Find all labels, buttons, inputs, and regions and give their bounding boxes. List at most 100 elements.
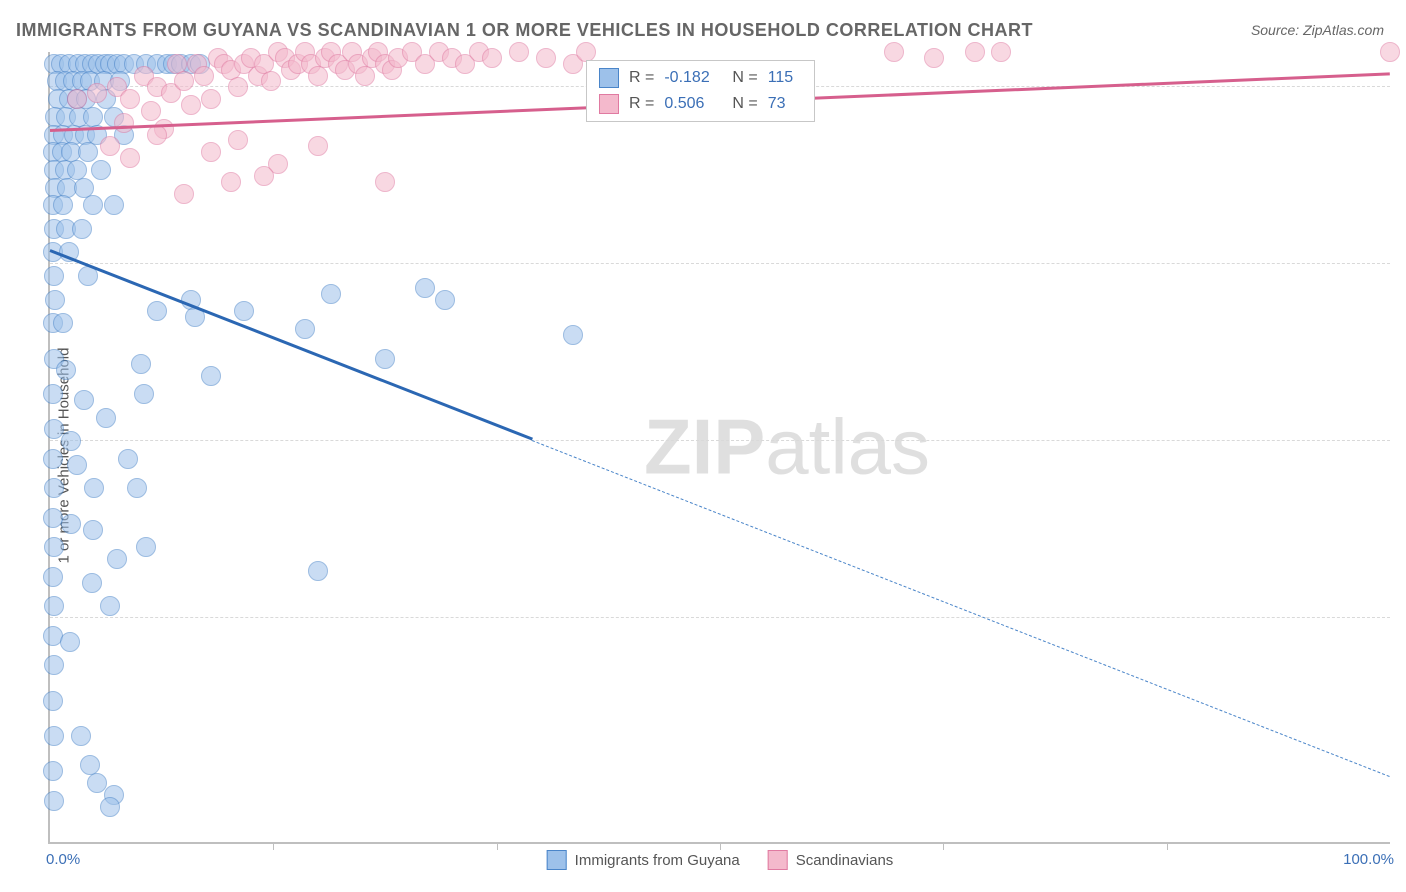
- marker-blue: [87, 773, 107, 793]
- marker-blue: [43, 449, 63, 469]
- marker-blue: [74, 390, 94, 410]
- swatch-blue-icon: [599, 68, 619, 88]
- marker-pink: [254, 166, 274, 186]
- marker-blue: [134, 384, 154, 404]
- marker-pink: [174, 71, 194, 91]
- marker-blue: [147, 301, 167, 321]
- marker-blue: [44, 266, 64, 286]
- marker-pink: [87, 83, 107, 103]
- marker-pink: [375, 172, 395, 192]
- r-label: R =: [629, 95, 654, 113]
- marker-pink: [114, 113, 134, 133]
- marker-blue: [78, 142, 98, 162]
- gridline-h: [50, 617, 1390, 618]
- marker-blue: [563, 325, 583, 345]
- marker-pink: [261, 71, 281, 91]
- swatch-blue-icon: [547, 850, 567, 870]
- watermark: ZIPatlas: [644, 402, 930, 493]
- r-label: R =: [629, 69, 654, 87]
- marker-pink: [308, 66, 328, 86]
- marker-blue: [44, 726, 64, 746]
- marker-blue: [43, 567, 63, 587]
- legend-stats: R = -0.182 N = 115 R = 0.506 N = 73: [586, 60, 815, 122]
- marker-pink: [509, 42, 529, 62]
- marker-blue: [100, 797, 120, 817]
- marker-blue: [83, 520, 103, 540]
- n-value: 73: [768, 95, 802, 113]
- marker-blue: [71, 726, 91, 746]
- marker-blue: [67, 455, 87, 475]
- marker-blue: [43, 691, 63, 711]
- y-tick-label: 85.0%: [1400, 256, 1406, 273]
- r-value: 0.506: [664, 95, 722, 113]
- marker-blue: [83, 195, 103, 215]
- marker-blue: [131, 354, 151, 374]
- marker-blue: [53, 195, 73, 215]
- marker-blue: [61, 431, 81, 451]
- trendline-blue-solid: [49, 250, 532, 441]
- marker-blue: [415, 278, 435, 298]
- marker-blue: [84, 478, 104, 498]
- n-value: 115: [768, 69, 802, 87]
- marker-pink: [221, 172, 241, 192]
- x-tick-min: 0.0%: [46, 851, 80, 868]
- legend-item-pink: Scandinavians: [768, 850, 894, 870]
- marker-blue: [107, 549, 127, 569]
- marker-blue: [72, 219, 92, 239]
- marker-blue: [44, 596, 64, 616]
- marker-pink: [100, 136, 120, 156]
- marker-pink: [965, 42, 985, 62]
- marker-pink: [355, 66, 375, 86]
- legend-stats-row-pink: R = 0.506 N = 73: [587, 91, 814, 117]
- marker-pink: [228, 130, 248, 150]
- marker-pink: [308, 136, 328, 156]
- marker-blue: [100, 596, 120, 616]
- x-tick: [943, 844, 944, 850]
- source-value: ZipAtlas.com: [1303, 22, 1384, 38]
- gridline-h: [50, 263, 1390, 264]
- watermark-bold: ZIP: [644, 403, 765, 491]
- marker-pink: [228, 77, 248, 97]
- chart-title: IMMIGRANTS FROM GUYANA VS SCANDINAVIAN 1…: [16, 20, 1033, 41]
- marker-blue: [127, 478, 147, 498]
- r-value: -0.182: [664, 69, 722, 87]
- marker-blue: [53, 313, 73, 333]
- marker-pink: [1380, 42, 1400, 62]
- marker-blue: [435, 290, 455, 310]
- marker-blue: [295, 319, 315, 339]
- marker-blue: [43, 508, 63, 528]
- marker-pink: [576, 42, 596, 62]
- marker-blue: [43, 761, 63, 781]
- x-tick: [273, 844, 274, 850]
- x-tick-max: 100.0%: [1343, 851, 1394, 868]
- marker-blue: [43, 384, 63, 404]
- x-tick: [720, 844, 721, 850]
- swatch-pink-icon: [599, 94, 619, 114]
- marker-pink: [120, 89, 140, 109]
- n-label: N =: [732, 95, 757, 113]
- legend-stats-row-blue: R = -0.182 N = 115: [587, 65, 814, 91]
- marker-blue: [44, 791, 64, 811]
- legend-bottom: Immigrants from Guyana Scandinavians: [547, 850, 894, 870]
- y-tick-label: 70.0%: [1400, 433, 1406, 450]
- marker-pink: [194, 66, 214, 86]
- marker-blue: [96, 408, 116, 428]
- marker-pink: [991, 42, 1011, 62]
- marker-blue: [321, 284, 341, 304]
- marker-pink: [141, 101, 161, 121]
- marker-pink: [120, 148, 140, 168]
- y-tick-label: 55.0%: [1400, 609, 1406, 626]
- x-tick: [1167, 844, 1168, 850]
- marker-blue: [61, 514, 81, 534]
- trendline-blue-dash: [532, 440, 1390, 777]
- marker-blue: [60, 632, 80, 652]
- marker-blue: [44, 419, 64, 439]
- marker-blue: [45, 290, 65, 310]
- n-label: N =: [732, 69, 757, 87]
- marker-pink: [924, 48, 944, 68]
- marker-blue: [201, 366, 221, 386]
- swatch-pink-icon: [768, 850, 788, 870]
- marker-blue: [44, 655, 64, 675]
- marker-blue: [136, 537, 156, 557]
- watermark-light: atlas: [765, 403, 930, 491]
